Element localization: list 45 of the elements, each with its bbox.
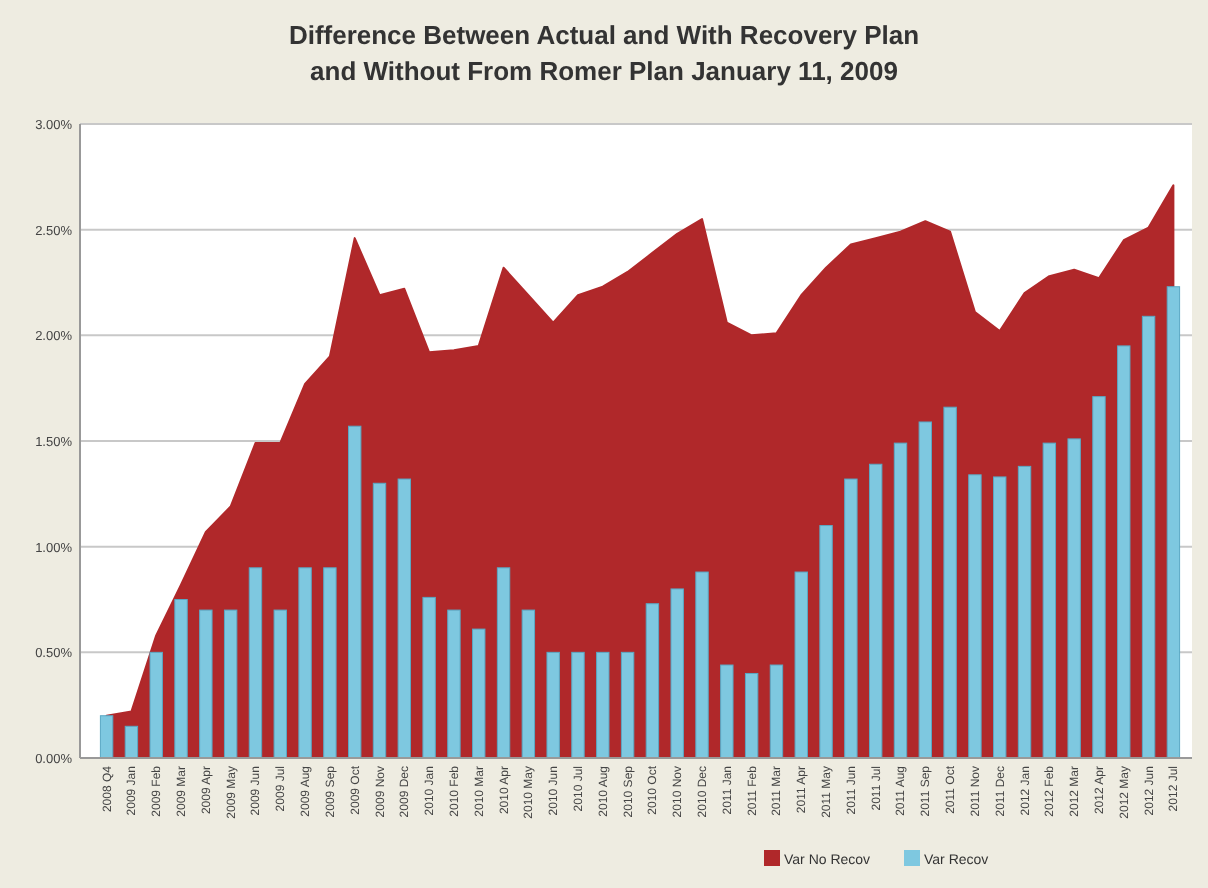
bar <box>943 406 957 759</box>
bar <box>199 609 213 759</box>
bar <box>769 664 784 759</box>
bar <box>968 474 982 759</box>
bar <box>422 596 436 759</box>
bar <box>323 567 337 759</box>
bar <box>670 588 684 759</box>
bar <box>496 567 511 759</box>
bar <box>447 609 461 759</box>
bar <box>695 571 709 759</box>
bar <box>596 651 610 759</box>
bar <box>546 651 560 759</box>
bar <box>174 599 188 759</box>
bar <box>149 651 163 759</box>
bar <box>521 609 536 759</box>
bar <box>124 725 139 759</box>
bar <box>844 478 858 759</box>
bar <box>645 603 660 759</box>
bar <box>1017 465 1032 759</box>
bar <box>893 442 908 759</box>
bar <box>1042 442 1057 759</box>
bar <box>1166 286 1181 759</box>
bar <box>1141 315 1156 759</box>
bar <box>819 525 833 759</box>
bar <box>223 609 238 759</box>
bar <box>744 672 759 759</box>
bar <box>397 478 412 759</box>
bar <box>1117 345 1131 759</box>
bar <box>1092 396 1106 759</box>
bar <box>472 628 486 759</box>
bar <box>298 567 312 759</box>
bar <box>347 425 362 759</box>
bar <box>372 482 387 759</box>
bar <box>620 651 635 759</box>
bar <box>720 664 734 759</box>
bar <box>794 571 808 759</box>
chart-title: Difference Between Actual and With Recovery Plan and Without From Romer Plan January 11, 2009 <box>288 20 920 86</box>
bar <box>993 476 1007 759</box>
bar <box>273 609 287 759</box>
bar <box>1067 438 1081 759</box>
bar <box>99 715 114 759</box>
bar <box>868 463 883 759</box>
bar <box>918 421 933 759</box>
bar <box>571 651 585 759</box>
bar <box>248 567 263 759</box>
